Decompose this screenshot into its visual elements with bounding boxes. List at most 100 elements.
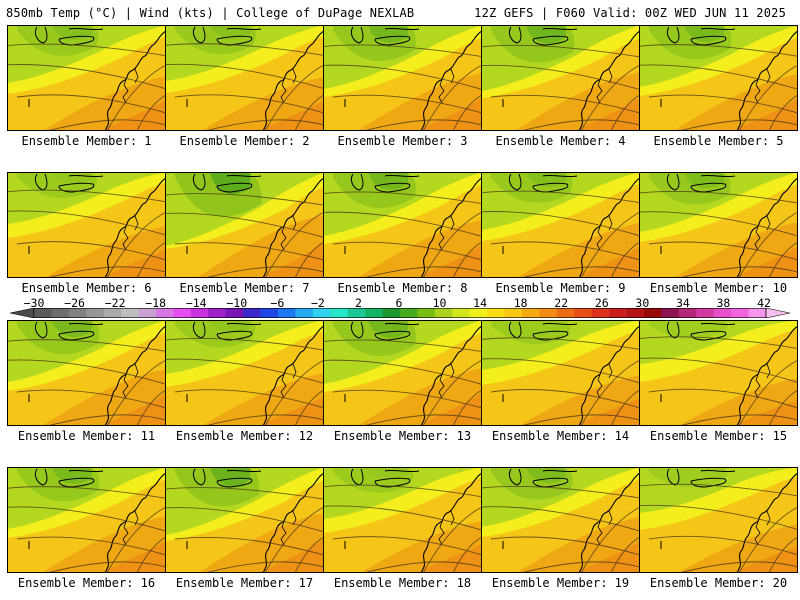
isoline	[610, 94, 640, 131]
isoline	[7, 189, 166, 203]
isoline	[323, 339, 482, 353]
colorbar-segment	[487, 308, 505, 318]
temperature-map	[639, 25, 798, 131]
isoline	[768, 536, 798, 573]
colorbar-segment	[278, 308, 296, 318]
colorbar-tick-label: −26	[64, 296, 85, 310]
colorbar-segment	[434, 308, 453, 318]
colorbar-segment	[539, 308, 558, 318]
isoline	[323, 44, 482, 58]
isoline	[323, 359, 482, 385]
lake-outlines	[666, 173, 736, 193]
panel-label: Ensemble Member: 13	[333, 429, 472, 443]
isoline	[165, 43, 324, 56]
colorbar-tick-label: 30	[635, 296, 650, 310]
isoline	[165, 507, 324, 533]
colorbar-segment	[365, 308, 383, 318]
panel-label: Ensemble Member: 18	[333, 576, 472, 590]
isoline	[580, 359, 640, 426]
lake-outlines	[666, 26, 736, 46]
ensemble-map-panel	[481, 172, 640, 278]
isoline	[768, 389, 798, 426]
isoline	[490, 241, 640, 261]
isoline	[490, 536, 640, 556]
isoline	[639, 483, 798, 497]
isoline	[264, 359, 324, 426]
colorbar-tick-label: 18	[513, 296, 528, 310]
lake-outlines	[34, 321, 104, 341]
panel-label: Ensemble Member: 6	[21, 281, 152, 295]
isoline	[46, 266, 166, 278]
ensemble-map-panel	[639, 25, 798, 131]
colorbar-segment	[156, 308, 174, 318]
isoline	[648, 388, 798, 409]
isoline	[264, 506, 324, 573]
lake-outlines	[508, 468, 578, 488]
isoline	[452, 389, 482, 426]
isoline	[481, 211, 640, 237]
lake-outlines	[350, 173, 420, 193]
temperature-map	[7, 172, 166, 278]
ensemble-map-panel	[639, 172, 798, 278]
isoline	[520, 266, 640, 278]
panel-label: Ensemble Member: 7	[179, 281, 310, 295]
isoline	[520, 414, 640, 426]
colorbar-tick-label: −30	[23, 296, 45, 310]
ensemble-map-panel	[165, 320, 324, 426]
isoline	[639, 211, 798, 237]
isoline	[294, 94, 324, 131]
colorbar-tick-label: 10	[432, 296, 447, 310]
colorbar-tick-label: 14	[473, 296, 488, 310]
isoline	[648, 94, 798, 114]
isoline	[165, 337, 324, 351]
colorbar-segment	[243, 308, 261, 318]
colorbar-segment	[86, 308, 105, 318]
isoline	[106, 64, 166, 131]
model-valid-time: 12Z GEFS | F060 Valid: 00Z WED JUN 11 20…	[474, 6, 786, 20]
isoline	[136, 241, 166, 278]
colorbar-segment	[51, 308, 70, 318]
isoline	[452, 94, 482, 131]
isoline	[580, 211, 640, 278]
isoline	[332, 241, 482, 261]
isoline	[332, 389, 482, 409]
temperature-map	[481, 25, 640, 131]
colorbar-segment	[400, 308, 418, 318]
ensemble-map-panel	[323, 320, 482, 426]
isoline	[7, 339, 166, 352]
isoline	[520, 561, 640, 573]
isoline	[7, 210, 166, 236]
isoline	[738, 359, 798, 426]
colorbar-segment	[208, 308, 227, 318]
isoline	[639, 44, 798, 57]
colorbar-segment	[295, 308, 314, 318]
panel-label: Ensemble Member: 10	[649, 281, 788, 295]
lake-outlines	[350, 26, 420, 46]
panel-label: Ensemble Member: 11	[17, 429, 156, 443]
panel-label: Ensemble Member: 8	[337, 281, 468, 295]
colorbar-tick-label: 22	[554, 296, 569, 310]
lake-outlines	[192, 468, 262, 488]
isoline	[422, 211, 482, 278]
isoline	[768, 241, 798, 278]
isoline	[639, 357, 798, 383]
isoline	[332, 94, 482, 114]
colorbar-segment	[504, 308, 523, 318]
isoline	[323, 191, 482, 205]
colorbar-segment	[731, 308, 749, 318]
isoline	[738, 211, 798, 278]
isoline	[610, 536, 640, 573]
isoline	[16, 536, 166, 556]
isoline	[264, 64, 324, 131]
panel-label: Ensemble Member: 4	[495, 134, 626, 148]
temperature-map	[323, 172, 482, 278]
isoline	[165, 193, 324, 206]
colorbar-segment	[330, 308, 349, 318]
isoline	[678, 561, 798, 573]
isoline	[46, 561, 166, 573]
temperature-map	[323, 25, 482, 131]
colorbar-segment	[173, 308, 192, 318]
colorbar-tick-label: −2	[310, 296, 325, 310]
isoline	[323, 211, 482, 237]
temperature-map	[323, 467, 482, 573]
